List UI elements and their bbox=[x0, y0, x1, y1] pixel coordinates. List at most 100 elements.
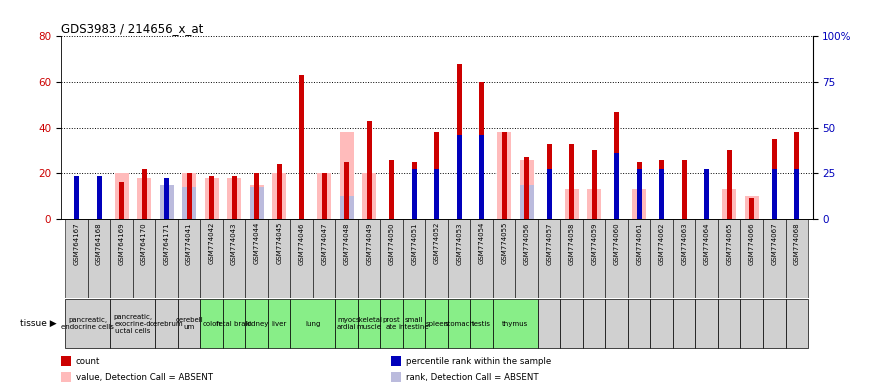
Bar bbox=[606, 219, 628, 298]
Text: GSM774065: GSM774065 bbox=[726, 222, 733, 265]
Bar bbox=[245, 219, 268, 298]
Text: liver: liver bbox=[271, 321, 287, 326]
Bar bbox=[268, 299, 290, 348]
Text: spleen: spleen bbox=[425, 321, 448, 326]
Bar bbox=[412, 169, 416, 219]
Text: count: count bbox=[76, 357, 100, 366]
Bar bbox=[290, 219, 313, 298]
Bar bbox=[362, 173, 376, 219]
Bar bbox=[772, 139, 777, 219]
Text: GSM774066: GSM774066 bbox=[749, 222, 755, 265]
Bar bbox=[96, 175, 102, 219]
Bar bbox=[335, 219, 358, 298]
Bar bbox=[426, 299, 448, 348]
Bar bbox=[592, 151, 597, 219]
Bar bbox=[299, 75, 304, 219]
Text: GSM774042: GSM774042 bbox=[209, 222, 215, 265]
Text: prost
ate: prost ate bbox=[382, 317, 401, 330]
Bar bbox=[313, 219, 335, 298]
Bar bbox=[479, 134, 484, 219]
Bar bbox=[561, 299, 583, 348]
Bar bbox=[164, 180, 169, 219]
Bar bbox=[457, 134, 461, 219]
Text: GSM774067: GSM774067 bbox=[772, 222, 777, 265]
Bar bbox=[340, 196, 354, 219]
Bar bbox=[74, 178, 79, 219]
Bar bbox=[434, 132, 439, 219]
Bar bbox=[227, 178, 241, 219]
Text: GSM774064: GSM774064 bbox=[704, 222, 710, 265]
Bar bbox=[160, 185, 174, 219]
Text: GSM774058: GSM774058 bbox=[568, 222, 574, 265]
Text: GSM774048: GSM774048 bbox=[343, 222, 349, 265]
Bar bbox=[470, 219, 493, 298]
Bar bbox=[65, 299, 110, 348]
Text: GSM774051: GSM774051 bbox=[411, 222, 417, 265]
Bar bbox=[493, 219, 515, 298]
Text: GSM774055: GSM774055 bbox=[501, 222, 507, 265]
Text: small
intestine: small intestine bbox=[399, 317, 429, 330]
Bar bbox=[403, 299, 426, 348]
Bar bbox=[434, 169, 439, 219]
Bar bbox=[268, 219, 290, 298]
Text: pancreatic,
exocrine-d
uctal cells: pancreatic, exocrine-d uctal cells bbox=[113, 313, 152, 334]
Bar bbox=[722, 189, 736, 219]
Text: fetal brain: fetal brain bbox=[216, 321, 252, 326]
Text: GSM774045: GSM774045 bbox=[276, 222, 282, 265]
Bar bbox=[110, 299, 156, 348]
Bar bbox=[65, 219, 88, 298]
Bar bbox=[448, 299, 470, 348]
Bar bbox=[156, 299, 178, 348]
Bar bbox=[561, 219, 583, 298]
Text: rank, Detection Call = ABSENT: rank, Detection Call = ABSENT bbox=[406, 373, 539, 382]
Text: GSM774057: GSM774057 bbox=[547, 222, 552, 265]
Bar bbox=[547, 144, 552, 219]
Bar bbox=[457, 64, 461, 219]
Text: kidney: kidney bbox=[245, 321, 269, 326]
Bar bbox=[718, 219, 740, 298]
Bar bbox=[115, 173, 129, 219]
Bar bbox=[232, 175, 236, 219]
Bar bbox=[137, 178, 151, 219]
Bar bbox=[520, 160, 534, 219]
Bar bbox=[493, 299, 538, 348]
Bar bbox=[786, 299, 808, 348]
Text: GSM764167: GSM764167 bbox=[74, 222, 80, 265]
Text: testis: testis bbox=[472, 321, 491, 326]
Text: GDS3983 / 214656_x_at: GDS3983 / 214656_x_at bbox=[61, 22, 203, 35]
Text: GSM774053: GSM774053 bbox=[456, 222, 462, 265]
Bar bbox=[637, 162, 641, 219]
Bar bbox=[740, 299, 763, 348]
Bar bbox=[583, 219, 606, 298]
Bar bbox=[606, 299, 628, 348]
Bar bbox=[340, 132, 354, 219]
Bar bbox=[88, 219, 110, 298]
Bar bbox=[245, 299, 268, 348]
Text: GSM774041: GSM774041 bbox=[186, 222, 192, 265]
Bar bbox=[633, 189, 647, 219]
Bar bbox=[583, 299, 606, 348]
Bar bbox=[201, 299, 222, 348]
Text: GSM774046: GSM774046 bbox=[299, 222, 305, 265]
Bar bbox=[682, 160, 687, 219]
Bar bbox=[254, 173, 259, 219]
Text: tissue ▶: tissue ▶ bbox=[20, 319, 56, 328]
Bar bbox=[381, 219, 403, 298]
Text: GSM764171: GSM764171 bbox=[163, 222, 169, 265]
Bar bbox=[204, 178, 219, 219]
Bar bbox=[335, 299, 358, 348]
Bar bbox=[448, 219, 470, 298]
Bar bbox=[614, 153, 620, 219]
Text: GSM774054: GSM774054 bbox=[479, 222, 485, 265]
Bar bbox=[651, 299, 673, 348]
Text: GSM764170: GSM764170 bbox=[141, 222, 147, 265]
Text: cerebrum: cerebrum bbox=[149, 321, 183, 326]
Bar bbox=[726, 151, 732, 219]
Bar bbox=[763, 219, 786, 298]
Bar bbox=[614, 112, 620, 219]
Bar bbox=[317, 173, 331, 219]
Bar bbox=[794, 169, 799, 219]
Text: skeletal
muscle: skeletal muscle bbox=[355, 317, 382, 330]
Text: GSM774062: GSM774062 bbox=[659, 222, 665, 265]
Bar bbox=[704, 196, 709, 219]
